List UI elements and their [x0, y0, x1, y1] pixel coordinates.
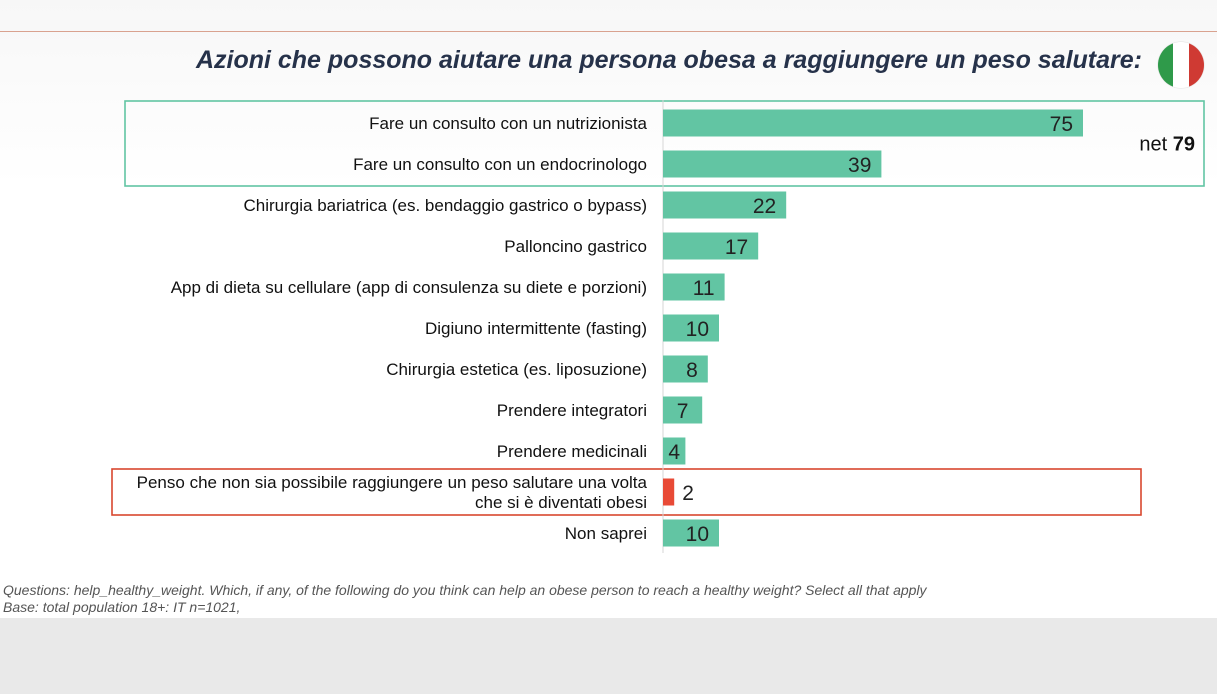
footer-band: [0, 618, 1217, 694]
net-label: net 79: [1139, 134, 1195, 156]
bar-6: [663, 314, 719, 342]
flag-green-stripe: [1158, 42, 1174, 88]
question-note: Questions: help_healthy_weight. Which, i…: [3, 582, 927, 598]
category-label-8: Prendere integratori: [497, 401, 647, 420]
value-label-9: 4: [668, 441, 680, 464]
top-divider: [0, 31, 1217, 32]
category-label-3: Chirurgia bariatrica (es. bendaggio gast…: [244, 196, 647, 215]
bar-10: [663, 478, 675, 506]
category-label-7: Chirurgia estetica (es. liposuzione): [386, 360, 647, 379]
category-label-11: Non saprei: [565, 524, 647, 543]
category-label-2: Fare un consulto con un endocrinologo: [353, 155, 647, 174]
value-label-10: 2: [682, 482, 694, 505]
italy-flag-icon: [1158, 42, 1204, 88]
chart-title: Azioni che possono aiutare una persona o…: [195, 46, 1142, 74]
bar-2: [663, 150, 882, 178]
bar-3: [663, 191, 787, 219]
value-label-2: 39: [848, 154, 871, 177]
net-group-box: [124, 100, 1205, 187]
bar-chart: Fare un consulto con un nutrizionista 75 F…: [111, 100, 1205, 553]
slide: Azioni che possono aiutare una persona o…: [0, 0, 1217, 618]
category-label-6: Digiuno intermittente (fasting): [425, 319, 647, 338]
value-label-11: 10: [686, 523, 709, 546]
bar-9: [663, 437, 686, 465]
value-label-4: 17: [725, 236, 748, 259]
value-label-7: 8: [686, 359, 698, 382]
flag-white-stripe: [1173, 42, 1189, 88]
bar-7: [663, 355, 708, 383]
category-label-9: Prendere medicinali: [497, 442, 647, 461]
base-note: Base: total population 18+: IT n=1021,: [3, 599, 241, 615]
category-label-10: Penso che non sia possibile raggiungere …: [137, 473, 648, 512]
category-label-5: App di dieta su cellulare (app di consul…: [171, 278, 647, 297]
category-label-1: Fare un consulto con un nutrizionista: [369, 114, 647, 133]
bar-11: [663, 519, 719, 547]
bar-5: [663, 273, 725, 301]
highlight-row-box: [111, 468, 1142, 516]
category-label-4: Palloncino gastrico: [504, 237, 647, 256]
bar-1: [663, 109, 1083, 137]
bar-8: [663, 396, 703, 424]
value-label-6: 10: [686, 318, 709, 341]
value-label-1: 75: [1050, 113, 1073, 136]
bar-4: [663, 232, 759, 260]
value-label-8: 7: [677, 400, 689, 423]
value-label-3: 22: [753, 195, 776, 218]
flag-red-stripe: [1188, 42, 1204, 88]
value-label-5: 11: [693, 277, 715, 300]
